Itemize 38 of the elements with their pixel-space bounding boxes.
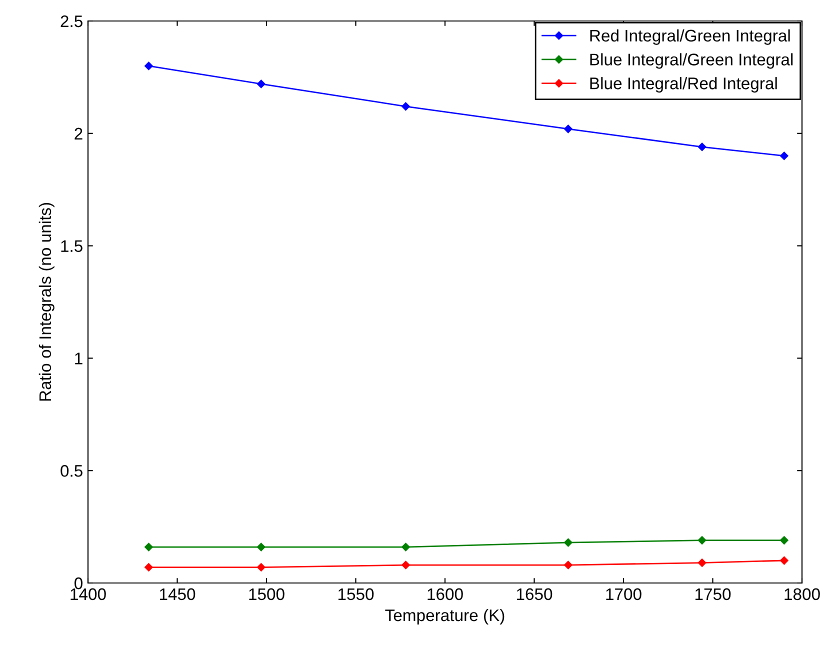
y-tick-label: 2 bbox=[74, 128, 82, 140]
x-tick-label: 1500 bbox=[249, 588, 284, 600]
x-tick-label: 1750 bbox=[695, 588, 731, 600]
x-axis-title: Temperature (K) bbox=[385, 608, 504, 624]
x-tick-label: 1450 bbox=[160, 588, 196, 600]
point bbox=[698, 536, 706, 544]
point bbox=[144, 542, 153, 552]
y-tick-label: 0 bbox=[74, 577, 82, 590]
y-tick-label: 0.5 bbox=[60, 465, 82, 477]
point bbox=[564, 538, 572, 547]
point bbox=[698, 142, 706, 152]
y-axis-title: Ratio of Integrals (no units) bbox=[38, 202, 54, 401]
point bbox=[257, 80, 266, 88]
point bbox=[257, 542, 266, 552]
point bbox=[698, 558, 706, 567]
y-tick-label: 1 bbox=[75, 352, 82, 364]
point bbox=[780, 152, 788, 160]
x-tick-label: 1700 bbox=[606, 588, 642, 600]
point bbox=[144, 563, 153, 572]
legend-label: Blue Integral/Green Integral bbox=[590, 53, 793, 69]
x-tick-label: 1550 bbox=[338, 588, 374, 600]
legend-label: Blue Integral/Red Integral bbox=[590, 77, 777, 93]
point bbox=[402, 560, 410, 570]
y-tick-label: 1.5 bbox=[61, 240, 82, 252]
x-tick-label: 1800 bbox=[784, 588, 820, 600]
point bbox=[564, 124, 572, 134]
x-tick-label: 1650 bbox=[516, 588, 552, 600]
point bbox=[564, 560, 572, 570]
x-tick-label: 1600 bbox=[428, 588, 463, 600]
point bbox=[780, 536, 788, 544]
legend-label: Red Integral/Green Integral bbox=[590, 29, 790, 45]
y-tick-label: 2.5 bbox=[60, 15, 82, 28]
point bbox=[144, 62, 153, 70]
x-tick-label: 1400 bbox=[70, 588, 106, 600]
point bbox=[402, 102, 410, 111]
point bbox=[257, 563, 266, 572]
point bbox=[402, 542, 410, 552]
point bbox=[780, 556, 788, 565]
